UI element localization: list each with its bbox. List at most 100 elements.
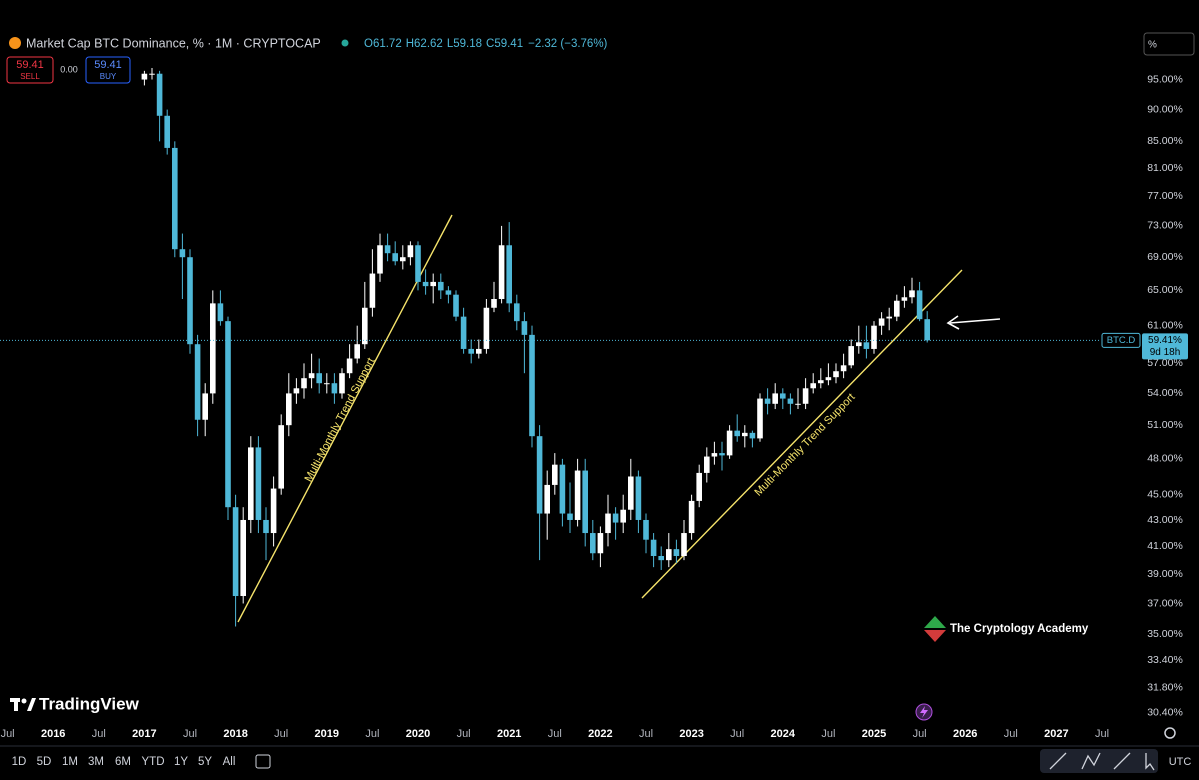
y-tick-label: 48.00%	[1147, 453, 1183, 465]
candle-body	[415, 245, 421, 282]
candle-body	[460, 316, 467, 349]
candle-body	[331, 383, 338, 394]
sell-button[interactable]	[6, 56, 54, 84]
candle-body	[430, 281, 436, 287]
candle-body	[240, 519, 246, 597]
last-price-label: 59.41%	[1148, 335, 1182, 346]
ohlc-close: C59.41	[486, 38, 523, 50]
candle-body	[491, 299, 497, 308]
y-tick-label: 51.00%	[1147, 419, 1183, 431]
timezone[interactable]: UTC	[1169, 756, 1192, 768]
tool-cursor[interactable]	[1145, 753, 1155, 771]
candle-body	[818, 380, 824, 384]
range-button[interactable]: 6M	[115, 756, 131, 768]
candle-body	[384, 245, 391, 254]
candle-body	[172, 147, 178, 250]
settings-button[interactable]	[1164, 727, 1176, 739]
x-tick-label: Jul	[1004, 728, 1018, 740]
candle-body	[658, 556, 664, 561]
candle-body	[795, 403, 801, 405]
y-tick-label: 65.00%	[1147, 284, 1183, 296]
sell-price: 59.41	[16, 59, 44, 71]
symbol-tag: BTC.D	[1107, 335, 1136, 346]
candle-body	[681, 533, 687, 557]
x-tick-label: Jul	[548, 728, 562, 740]
range-button[interactable]: 1D	[12, 756, 27, 768]
symbol-tag-bg	[1101, 332, 1141, 348]
tool-pattern[interactable]	[1081, 752, 1101, 770]
candle-body	[780, 393, 786, 399]
news-bolt	[920, 706, 928, 718]
ohlc-open: O61.72	[364, 38, 402, 50]
scale-mode-box[interactable]	[1143, 32, 1195, 56]
candle-body	[688, 500, 695, 534]
candle-body	[711, 453, 718, 457]
candle-body	[833, 371, 839, 378]
y-tick-label: 37.00%	[1147, 597, 1183, 609]
candle-body	[156, 73, 163, 116]
candle-body	[194, 344, 201, 420]
x-tick-label: 2018	[223, 728, 247, 740]
candle-body	[392, 253, 398, 262]
candle-body	[324, 383, 330, 385]
range-button[interactable]: 3M	[88, 756, 104, 768]
candle-body	[316, 373, 322, 384]
y-tick-label: 85.00%	[1147, 135, 1183, 147]
candle-body	[354, 344, 360, 359]
range-button[interactable]: All	[223, 756, 236, 768]
y-tick-label: 54.00%	[1147, 387, 1183, 399]
candle-body	[187, 257, 193, 345]
last-price-bg	[1142, 333, 1188, 360]
candle-body	[856, 342, 862, 347]
y-tick-label: 61.00%	[1147, 319, 1183, 331]
candle-body	[149, 73, 155, 75]
goto-date-button[interactable]	[255, 754, 271, 769]
candle-body	[544, 484, 550, 514]
x-tick-label: 2023	[679, 728, 703, 740]
candle-body	[179, 249, 186, 258]
range-button[interactable]: 1Y	[174, 756, 188, 768]
range-button[interactable]: 5Y	[198, 756, 212, 768]
candle-body	[848, 346, 854, 366]
sell-label: SELL	[20, 72, 40, 81]
x-tick-label: Jul	[913, 728, 927, 740]
x-tick-label: 2021	[497, 728, 521, 740]
range-button[interactable]: YTD	[142, 756, 165, 768]
y-tick-label: 30.40%	[1147, 706, 1183, 718]
candle-body	[574, 470, 581, 520]
x-tick-label: Jul	[730, 728, 744, 740]
y-tick-label: 81.00%	[1147, 162, 1183, 174]
candle-body	[293, 388, 300, 394]
tool-trendline[interactable]	[1049, 752, 1067, 770]
x-tick-label: Jul	[1095, 728, 1109, 740]
y-tick-label: 31.80%	[1147, 681, 1183, 693]
candle-body	[650, 539, 657, 557]
candle-body	[894, 300, 900, 317]
x-tick-label: Jul	[183, 728, 197, 740]
candle-body	[210, 303, 216, 394]
market-status	[341, 39, 349, 47]
watermark: The Cryptology Academy	[950, 623, 1089, 635]
symbol-title[interactable]: Market Cap BTC Dominance, % · 1M · CRYPT…	[26, 36, 321, 50]
candle-body	[536, 436, 543, 514]
buy-price: 59.41	[94, 59, 122, 71]
range-button[interactable]: 5D	[37, 756, 52, 768]
candle-body	[772, 393, 778, 404]
tool-ray[interactable]	[1113, 752, 1131, 770]
x-tick-label: Jul	[821, 728, 835, 740]
candle-body	[476, 348, 482, 354]
range-button[interactable]: 1M	[62, 756, 78, 768]
y-tick-label: 57.00%	[1147, 357, 1183, 369]
candle-body	[552, 464, 558, 485]
y-tick-label: 90.00%	[1147, 103, 1183, 115]
candle-body	[141, 73, 148, 80]
buy-button[interactable]	[85, 56, 131, 84]
candle-body	[734, 430, 740, 437]
x-tick-label: 2016	[41, 728, 65, 740]
y-tick-label: 73.00%	[1147, 220, 1183, 232]
candle-body	[628, 476, 634, 510]
y-tick-label: 39.00%	[1147, 568, 1183, 580]
candle-body	[909, 290, 915, 298]
x-tick-label: Jul	[639, 728, 653, 740]
